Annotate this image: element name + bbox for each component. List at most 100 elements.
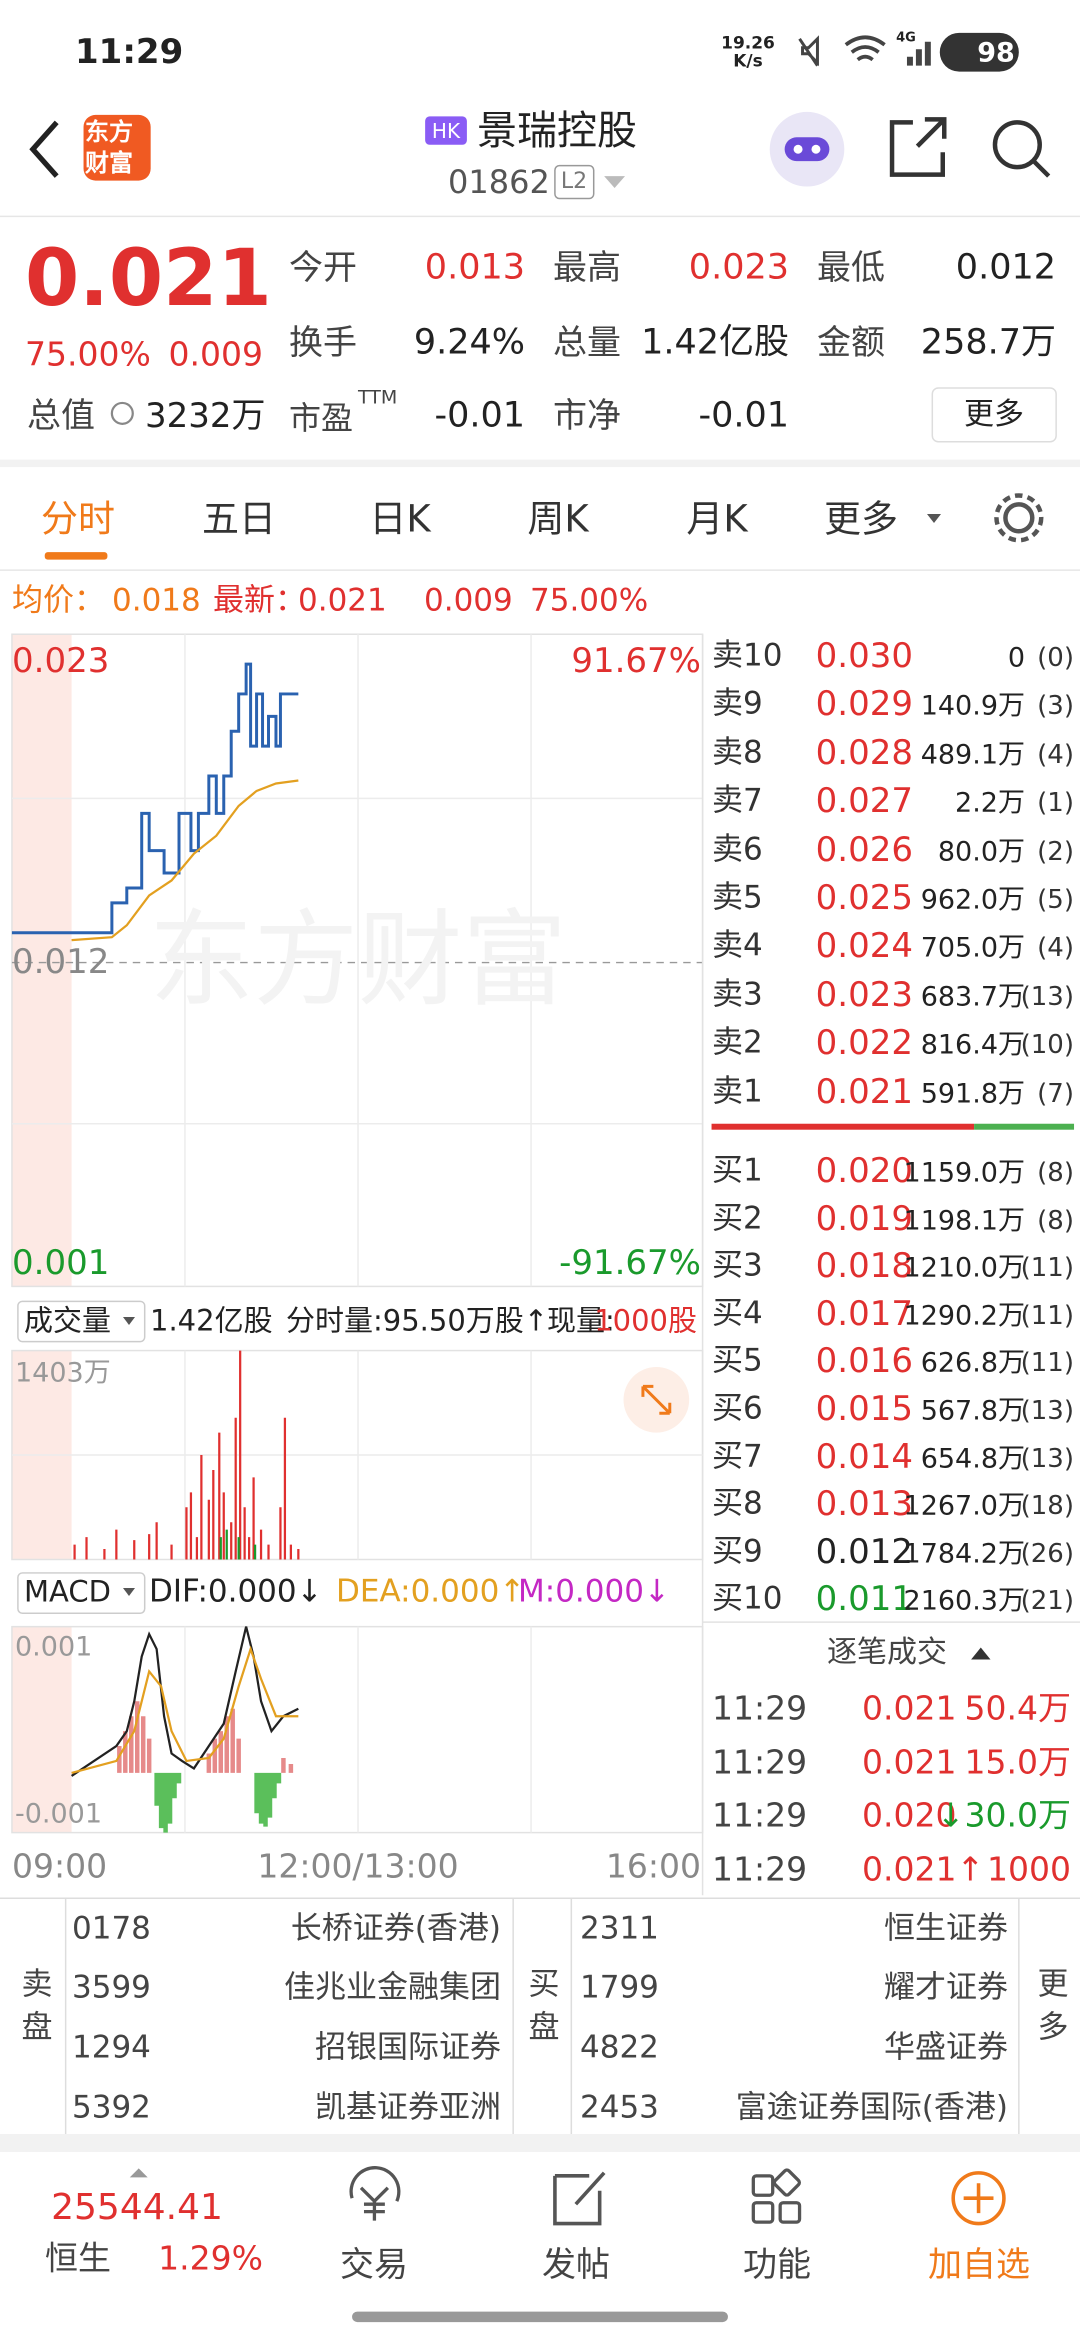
wifi-icon (844, 35, 886, 62)
trade-volume: ↓30.0万 (936, 1795, 1071, 1835)
index-value[interactable]: 25544.41 (51, 2187, 223, 2228)
time-label: 12:00/13:00 (257, 1846, 459, 1886)
share-icon[interactable] (889, 117, 947, 177)
book-level: 卖9 (712, 685, 763, 722)
macd-m: M:0.000↓ (518, 1573, 670, 1610)
watermark: 东方财富 (149, 899, 567, 1021)
field-label: 总量 (553, 323, 621, 363)
nav-item[interactable]: 加自选 (928, 2245, 1030, 2285)
tab[interactable]: 日K (369, 497, 431, 541)
bid-ratio (974, 1123, 1075, 1130)
book-price: 0.021 (815, 1071, 913, 1112)
book-volume: 1159.0万 (903, 1157, 1025, 1189)
add-watch-icon[interactable] (951, 2171, 1006, 2226)
book-level: 买7 (712, 1438, 763, 1475)
volume-selector[interactable] (17, 1300, 146, 1343)
book-level: 买2 (712, 1200, 763, 1237)
trade-icon[interactable] (349, 2166, 401, 2221)
ask-ratio (711, 1123, 975, 1130)
trades-toggle[interactable] (971, 1647, 991, 1660)
more-button[interactable] (931, 387, 1057, 443)
stock-code: 01862 (448, 163, 550, 201)
info-icon[interactable] (110, 401, 134, 425)
collapse-icon[interactable] (129, 2168, 148, 2178)
back-icon[interactable] (29, 120, 59, 178)
field-value: 3232万 (145, 396, 266, 436)
axis-label: 1403万 (15, 1357, 111, 1389)
axis-label: 0.012 (12, 942, 110, 982)
book-count: (26) (1020, 1538, 1074, 1569)
tab[interactable]: 五日 (202, 497, 276, 541)
book-level: 买6 (712, 1390, 763, 1427)
book-count: (8) (1037, 1158, 1074, 1188)
broker-name: 招银国际证券 (315, 2029, 501, 2066)
macd-dif: DIF:0.000↓ (149, 1573, 323, 1610)
book-count: (13) (1020, 1443, 1074, 1474)
index-name: 恒生 (45, 2238, 111, 2278)
more-button-label[interactable]: 更多 (964, 397, 1024, 432)
tab[interactable]: 周K (527, 497, 589, 541)
book-count: (11) (1020, 1253, 1074, 1284)
book-level: 卖7 (712, 782, 763, 819)
book-price: 0.023 (815, 974, 913, 1015)
book-volume: 567.8万 (920, 1395, 1025, 1427)
post-icon[interactable] (553, 2171, 606, 2226)
volume-current: 1000股 (594, 1303, 697, 1338)
field-value: 0.023 (688, 247, 789, 288)
nav-item[interactable]: 功能 (743, 2245, 811, 2285)
axis-label: 0.001 (15, 1631, 93, 1663)
broker-id: 1294 (72, 2029, 151, 2066)
book-volume: 489.1万 (920, 739, 1025, 771)
volume-total: 1.42亿股 (150, 1303, 273, 1338)
field-value: 258.7万 (920, 322, 1056, 363)
tab[interactable]: 分时 (41, 497, 115, 541)
selector[interactable]: 成交量 (24, 1303, 112, 1338)
book-count: (4) (1037, 933, 1074, 964)
book-level: 卖10 (712, 637, 783, 674)
chart-grid (11, 634, 703, 1287)
signal-icon (906, 41, 931, 66)
stock-name: 景瑞控股 (477, 108, 637, 154)
book-price: 0.011 (815, 1579, 913, 1620)
market-badge: HK (431, 119, 461, 143)
dropdown-icon[interactable] (604, 176, 626, 189)
search-icon[interactable] (992, 120, 1042, 170)
trades-title[interactable]: 逐笔成交 (827, 1635, 947, 1670)
field-label: 金额 (817, 323, 885, 363)
selector[interactable]: MACD (24, 1574, 111, 1609)
tab[interactable]: 更多 (824, 497, 898, 541)
last-label: 最新： (213, 582, 306, 619)
broker-id: 2453 (580, 2089, 659, 2126)
macd-bars (117, 1701, 294, 1773)
book-level: 卖5 (712, 879, 763, 916)
battery (939, 32, 1019, 72)
volume-bars (73, 1350, 300, 1560)
book-volume: 0 (1007, 642, 1025, 674)
change-pct: 75.00% (25, 334, 151, 374)
book-volume: 2.2万 (955, 787, 1025, 819)
sell-label: 卖盘 (15, 1967, 52, 2053)
tab[interactable]: 月K (686, 497, 748, 541)
net-speed: 19.26 (721, 33, 775, 54)
field-value: 0.012 (955, 247, 1056, 288)
trade-volume: 15.0万 (964, 1742, 1071, 1782)
macd-selector[interactable] (17, 1572, 146, 1614)
book-price: 0.012 (815, 1531, 913, 1572)
function-icon[interactable] (751, 2168, 802, 2224)
book-price: 0.017 (815, 1293, 913, 1334)
settings-icon[interactable] (1003, 502, 1035, 534)
field-value: 0.013 (424, 247, 525, 288)
time-label: 16:00 (605, 1846, 701, 1886)
mute-icon (798, 35, 819, 67)
book-price: 0.018 (815, 1246, 913, 1287)
logo (83, 114, 151, 181)
broker-name: 富途证券国际(香港) (735, 2089, 1008, 2126)
field-label: 市净 (553, 396, 621, 436)
brokers-more[interactable]: 更多 (1031, 1967, 1068, 2053)
nav-item[interactable]: 交易 (340, 2245, 408, 2285)
book-volume: 1267.0万 (903, 1490, 1025, 1522)
nav-item[interactable]: 发帖 (542, 2245, 610, 2285)
book-count: (18) (1020, 1491, 1074, 1522)
